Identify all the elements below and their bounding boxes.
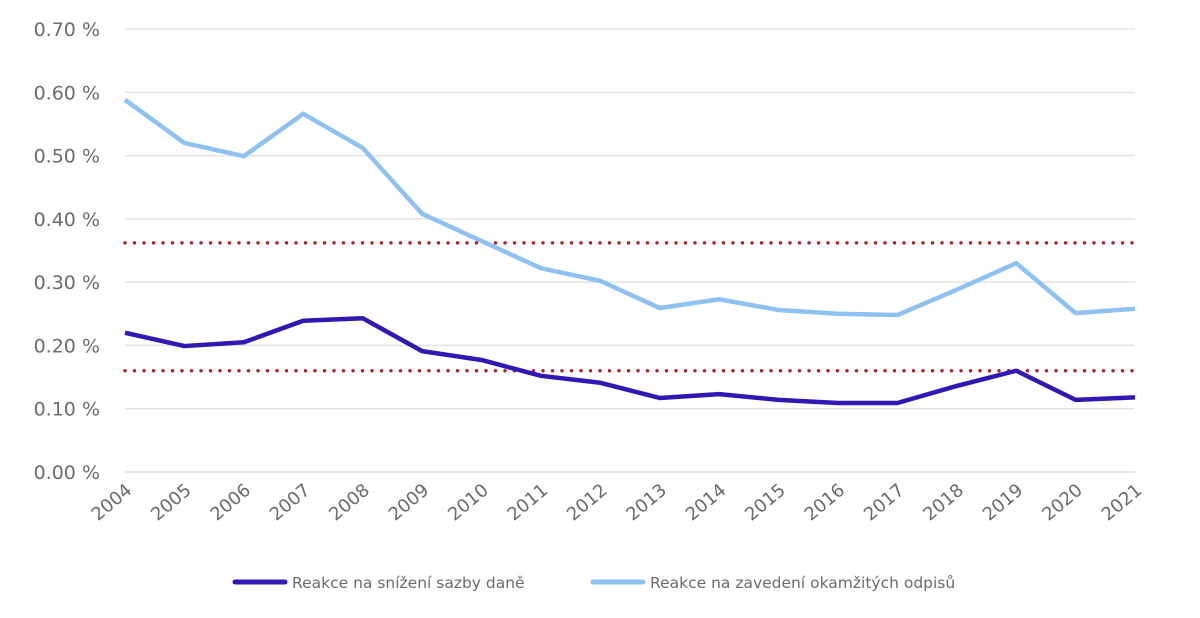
x-tick-label: 2016 — [801, 480, 850, 526]
y-tick-label: 0.10 % — [34, 399, 100, 421]
x-tick-label: 2015 — [741, 480, 790, 526]
x-tick-label: 2004 — [88, 480, 137, 526]
x-tick-label: 2012 — [563, 480, 612, 526]
y-tick-label: 0.50 % — [34, 146, 100, 168]
series-line-1 — [125, 318, 1135, 403]
x-tick-label: 2005 — [147, 480, 196, 526]
x-tick-label: 2020 — [1038, 480, 1087, 526]
x-tick-label: 2013 — [622, 480, 671, 526]
x-tick-label: 2018 — [919, 480, 968, 526]
x-tick-label: 2017 — [860, 480, 909, 526]
legend-label: Reakce na snížení sazby daně — [292, 574, 525, 592]
x-tick-label: 2010 — [444, 480, 493, 526]
x-tick-label: 2014 — [682, 480, 731, 526]
y-tick-label: 0.30 % — [34, 272, 100, 294]
y-tick-label: 0.20 % — [34, 335, 100, 357]
x-tick-label: 2021 — [1098, 480, 1147, 526]
x-tick-label: 2011 — [504, 480, 553, 526]
x-tick-label: 2006 — [206, 480, 255, 526]
legend-label: Reakce na zavedení okamžitých odpisů — [650, 574, 955, 592]
y-tick-label: 0.70 % — [34, 19, 100, 41]
x-tick-label: 2009 — [385, 480, 434, 526]
y-tick-label: 0.00 % — [34, 462, 100, 484]
x-tick-label: 2019 — [979, 480, 1028, 526]
x-tick-label: 2008 — [325, 480, 374, 526]
x-tick-label: 2007 — [266, 480, 315, 526]
y-tick-label: 0.60 % — [34, 82, 100, 104]
y-tick-label: 0.40 % — [34, 209, 100, 231]
